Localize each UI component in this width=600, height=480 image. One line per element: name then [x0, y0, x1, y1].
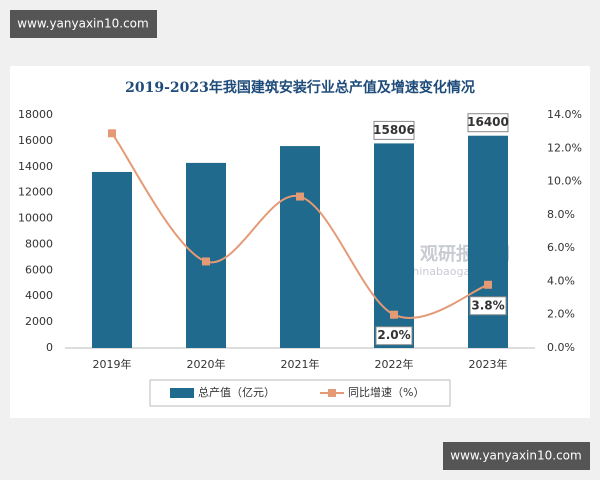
data-label-box	[469, 296, 507, 316]
y-tick-label: 10000	[18, 212, 53, 225]
bar	[280, 146, 320, 348]
watermark-box	[10, 10, 157, 38]
watermark-box	[443, 442, 590, 470]
watermark: www.yanyaxin10.com	[450, 449, 581, 463]
bar	[92, 171, 132, 348]
x-tick-label: 2021年	[281, 357, 320, 371]
y2-tick-label: 4.0%	[547, 274, 575, 287]
legend-swatch	[170, 388, 194, 398]
y2-tick-label: 14.0%	[547, 108, 582, 121]
y-tick-label: 2000	[25, 315, 53, 328]
y2-tick-label: 2.0%	[547, 308, 575, 321]
legend-box	[149, 379, 451, 407]
y-tick-label: 6000	[25, 263, 53, 276]
bar	[468, 135, 508, 348]
y-tick-label: 8000	[25, 237, 53, 250]
y2-tick-label: 0.0%	[547, 341, 575, 354]
marker	[484, 280, 492, 289]
y-tick-label: 14000	[18, 160, 53, 173]
y-tick-label: 18000	[18, 108, 53, 121]
marker	[390, 310, 398, 319]
data-label: 2.0%	[377, 328, 410, 342]
legend-marker	[328, 389, 336, 397]
x-tick-label: 2020年	[187, 357, 226, 371]
data-label: 16400	[467, 115, 509, 129]
y2-tick-label: 8.0%	[547, 208, 575, 221]
marker	[296, 192, 304, 201]
watermark: www.yanyaxin10.com	[17, 17, 148, 31]
y2-tick-label: 10.0%	[547, 175, 582, 188]
data-label-box	[375, 326, 413, 346]
data-label-box	[467, 113, 509, 133]
data-label: 15806	[373, 123, 415, 137]
y2-tick-label: 6.0%	[547, 241, 575, 254]
y-tick-label: 16000	[18, 134, 53, 147]
chart-title: 2019-2023年我国建筑安装行业总产值及增速变化情况	[125, 79, 475, 96]
x-tick-label: 2023年	[469, 357, 508, 371]
y-tick-label: 0	[46, 341, 53, 354]
data-label-box	[373, 120, 415, 140]
x-tick-label: 2022年	[375, 357, 414, 371]
x-tick-label: 2019年	[93, 357, 132, 371]
legend-label: 总产值（亿元）	[198, 385, 275, 399]
legend-label: 同比增速（%）	[348, 385, 424, 399]
marker	[108, 129, 116, 138]
bar	[186, 162, 226, 348]
y-tick-label: 12000	[18, 186, 53, 199]
marker	[202, 257, 210, 266]
y-tick-label: 4000	[25, 289, 53, 302]
data-label: 3.8%	[471, 298, 504, 312]
y2-tick-label: 12.0%	[547, 141, 582, 154]
